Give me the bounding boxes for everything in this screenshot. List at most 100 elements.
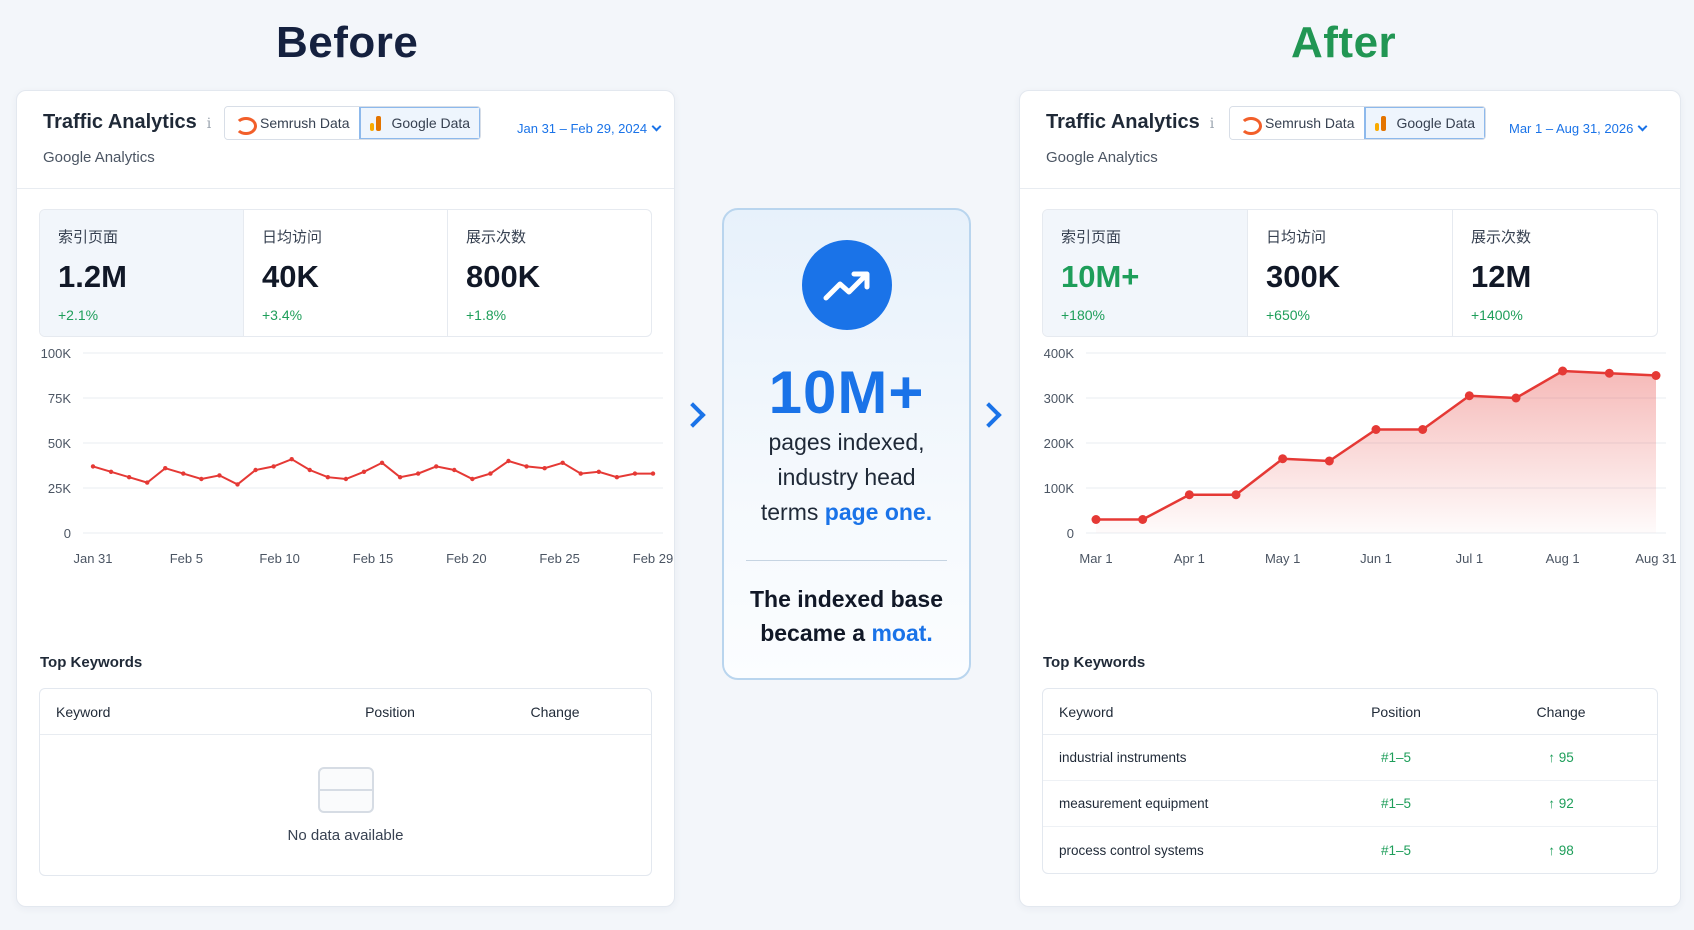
table-row[interactable]: industrial instruments #1–5 ↑ 95: [1043, 735, 1657, 781]
x-tick-label: Feb 25: [539, 551, 579, 566]
traffic-chart-before: 0 25K 50K 75K 100K Jan 31 Feb 5 Feb 10 Feb 15 Feb…: [17, 341, 674, 591]
date-range-picker[interactable]: Mar 1 – Aug 31, 2026: [1509, 121, 1648, 136]
tab-semrush-label: Semrush Data: [1265, 115, 1355, 131]
x-tick-label: Feb 29: [633, 551, 673, 566]
stat-card-indexed-pages: 索引页面 10M+ +180%: [1043, 210, 1247, 336]
data-point: [163, 466, 168, 471]
card-footer: The indexed base became a moat.: [732, 582, 961, 650]
table-row[interactable]: process control systems #1–5 ↑ 98: [1043, 827, 1657, 873]
x-tick-label: Aug 1: [1546, 551, 1580, 566]
stat-value: 40K: [262, 259, 319, 294]
data-point: [632, 471, 638, 476]
stat-card-impressions: 展示次数 800K +1.8%: [447, 210, 651, 336]
table-row[interactable]: measurement equipment #1–5 ↑ 92: [1043, 781, 1657, 827]
change-cell: ↑ 98: [1548, 842, 1574, 858]
position-cell: #1–5: [1380, 842, 1412, 858]
tab-google-data[interactable]: Google Data: [359, 107, 481, 139]
data-point: [361, 469, 367, 474]
column-keyword[interactable]: Keyword: [1059, 703, 1114, 720]
data-point: [434, 464, 439, 469]
column-position[interactable]: Position: [365, 703, 415, 720]
chevron-right-icon: [680, 402, 706, 428]
keywords-table: Keyword Position Change No data availabl…: [39, 688, 652, 876]
data-point: [253, 467, 258, 473]
data-point: [614, 475, 620, 480]
date-range-text: Mar 1 – Aug 31, 2026: [1509, 121, 1634, 136]
change-cell: ↑ 95: [1548, 750, 1574, 765]
top-keywords-title: Top Keywords: [1043, 654, 1146, 671]
panel-subtitle: Google Analytics: [43, 149, 155, 166]
description-line: terms page one.: [734, 495, 959, 530]
google-analytics-icon: [1375, 115, 1389, 131]
chevron-down-icon: [651, 121, 662, 132]
data-point: [1371, 425, 1381, 434]
tab-google-data[interactable]: Google Data: [1364, 107, 1486, 139]
data-point: [199, 476, 204, 482]
data-point: [289, 457, 294, 462]
stat-label: 展示次数: [1471, 229, 1532, 246]
data-source-tabs: Semrush Data Google Data: [1229, 106, 1487, 140]
stat-value: 1.2M: [58, 259, 127, 294]
y-tick-label: 400K: [1044, 346, 1075, 361]
empty-state: No data available: [40, 735, 651, 875]
trending-up-icon: [802, 240, 892, 330]
data-point: [1138, 515, 1148, 524]
stat-label: 展示次数: [466, 229, 527, 246]
x-tick-label: Jul 1: [1456, 551, 1483, 566]
data-point: [1091, 515, 1101, 524]
y-tick-label: 50K: [48, 436, 71, 451]
data-point: [343, 476, 349, 482]
panel-subtitle: Google Analytics: [1046, 149, 1158, 166]
position-cell: #1–5: [1380, 750, 1412, 765]
tab-semrush-data[interactable]: Semrush Data: [1230, 107, 1365, 139]
stat-card-impressions: 展示次数 12M +1400%: [1452, 210, 1657, 336]
panel-title-text: Traffic Analytics: [1046, 111, 1200, 133]
date-range-picker[interactable]: Jan 31 – Feb 29, 2024: [517, 121, 662, 136]
stat-delta: +1400%: [1471, 307, 1523, 323]
data-point: [1278, 454, 1288, 464]
description-text: terms: [760, 499, 825, 525]
y-tick-label: 0: [64, 526, 71, 541]
info-icon[interactable]: i: [1209, 116, 1215, 132]
x-tick-label: Feb 15: [353, 551, 393, 566]
data-point: [217, 473, 222, 478]
position-cell: #1–5: [1380, 796, 1412, 811]
column-position[interactable]: Position: [1371, 703, 1421, 720]
tab-semrush-label: Semrush Data: [260, 115, 350, 131]
stat-delta: +650%: [1266, 307, 1310, 323]
stat-value: 12M: [1471, 259, 1532, 294]
card-divider: [746, 560, 947, 561]
data-point: [542, 466, 547, 471]
headline-description: pages indexed, industry head terms page …: [734, 425, 959, 530]
top-keywords-title: Top Keywords: [40, 654, 143, 671]
info-icon[interactable]: i: [206, 116, 212, 132]
x-tick-label: Feb 10: [259, 551, 299, 566]
y-tick-label: 300K: [1044, 391, 1075, 406]
data-point: [1324, 456, 1334, 466]
table-header: Keyword Position Change: [1043, 689, 1657, 735]
after-dashboard-panel: Traffic Analytics i Google Analytics Semr…: [1019, 90, 1681, 907]
description-accent: page one.: [824, 499, 933, 525]
data-point: [144, 480, 150, 485]
panel-title: Traffic Analytics i: [43, 111, 211, 134]
footer-text: became a: [760, 620, 872, 646]
data-point: [1651, 371, 1661, 380]
column-change[interactable]: Change: [530, 703, 580, 720]
tab-semrush-data[interactable]: Semrush Data: [225, 107, 360, 139]
footer-line: The indexed base: [749, 586, 943, 612]
after-heading: After: [1291, 18, 1397, 67]
column-change[interactable]: Change: [1536, 703, 1586, 720]
column-keyword[interactable]: Keyword: [56, 703, 111, 720]
keywords-table: Keyword Position Change industrial instr…: [1042, 688, 1658, 874]
data-point: [524, 464, 529, 469]
empty-inbox-icon: [317, 766, 374, 813]
header-divider: [1020, 188, 1680, 189]
data-point: [1184, 490, 1194, 500]
description-line: industry head: [777, 464, 916, 490]
y-tick-label: 100K: [1044, 481, 1075, 496]
before-dashboard-panel: Traffic Analytics i Google Analytics Semr…: [16, 90, 675, 907]
traffic-chart-svg: 0 100K 200K 300K 400K Mar 1 Apr 1 May 1 Jun 1 Jul…: [1044, 346, 1677, 566]
data-point: [488, 471, 493, 476]
stat-card-indexed-pages: 索引页面 1.2M +2.1%: [40, 210, 243, 336]
data-point: [1418, 425, 1428, 434]
